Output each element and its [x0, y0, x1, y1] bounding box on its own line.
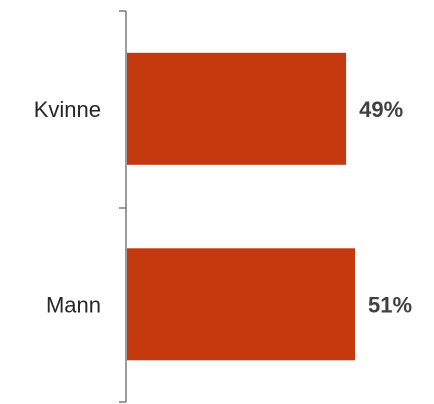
value-label: 51% [368, 292, 412, 317]
bar-group [127, 52, 355, 361]
category-label: Mann [46, 292, 101, 317]
bar-kvinne [127, 52, 347, 165]
category-label: Kvinne [34, 97, 101, 122]
category-labels: Kvinne Mann [34, 97, 101, 317]
value-labels: 49% 51% [359, 97, 412, 317]
y-axis [119, 10, 127, 403]
bar-mann [127, 248, 355, 361]
value-label: 49% [359, 97, 403, 122]
